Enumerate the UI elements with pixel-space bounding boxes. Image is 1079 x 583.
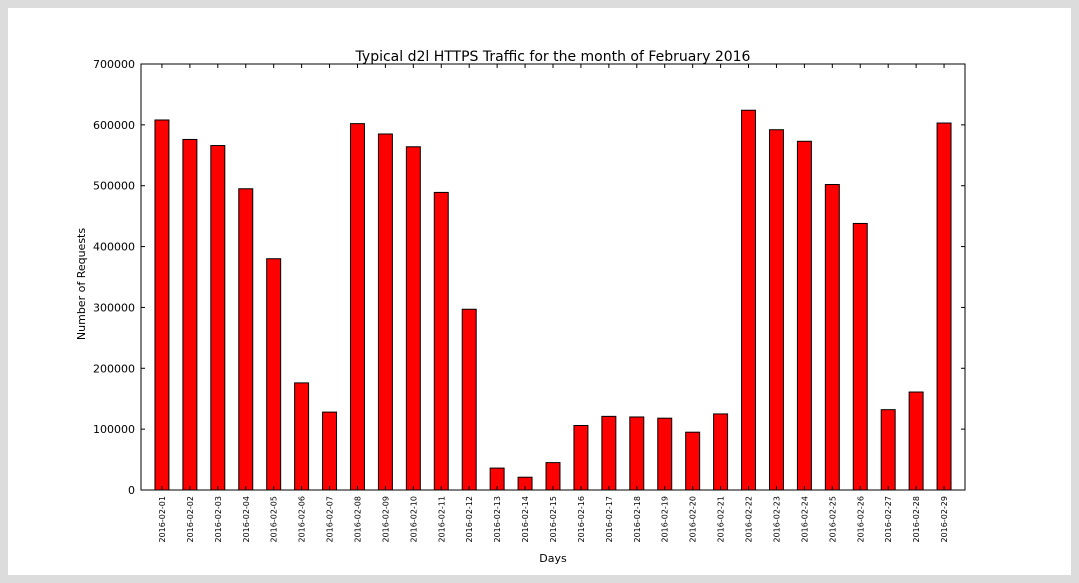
bar [685,431,701,491]
bar [294,382,310,491]
y-tick-label: 0 [128,484,135,497]
x-axis-ticks: 2016-02-01 2016-02-02 2016-02-03 2016-02-04… [158,64,949,543]
x-tick-label: 2016-02-25 [828,496,837,543]
bar [377,133,393,491]
x-tick-label: 2016-02-12 [465,496,474,543]
bar [768,129,784,491]
x-tick-label: 2016-02-09 [381,496,390,543]
x-tick-label: 2016-02-04 [242,496,251,543]
x-tick-label: 2016-02-06 [298,496,307,543]
bar [545,462,561,491]
x-tick-label: 2016-02-13 [493,496,502,543]
bar [713,413,729,491]
bar [210,145,226,491]
x-tick-label: 2016-02-17 [605,496,614,543]
x-tick-label: 2016-02-26 [856,496,865,543]
bar-chart: Typical d2l HTTPS Traffic for the month … [75,49,966,565]
x-tick-label: 2016-02-11 [437,496,446,543]
y-tick-label: 500000 [93,180,135,193]
bar [573,424,589,491]
bar [852,222,868,491]
bar [880,409,896,491]
x-tick-label: 2016-02-03 [214,496,223,543]
x-tick-label: 2016-02-16 [577,496,586,543]
bar [936,122,952,491]
x-tick-label: 2016-02-24 [800,496,809,543]
x-axis-label: Days [539,552,567,565]
bar [461,308,477,491]
y-tick-label: 400000 [93,241,135,254]
bar [349,123,365,491]
y-tick-label: 700000 [93,58,135,71]
x-tick-label: 2016-02-21 [717,496,726,543]
bar [266,258,282,491]
bar [238,188,254,491]
x-tick-label: 2016-02-20 [689,496,698,543]
x-tick-label: 2016-02-28 [912,496,921,543]
x-tick-label: 2016-02-08 [353,496,362,543]
x-tick-label: 2016-02-15 [549,496,558,543]
x-tick-label: 2016-02-27 [884,496,893,543]
x-tick-label: 2016-02-10 [409,496,418,543]
bar [405,146,421,491]
x-tick-label: 2016-02-29 [940,496,949,543]
bar [322,411,338,491]
bar [601,415,617,491]
x-tick-label: 2016-02-18 [633,496,642,543]
x-tick-label: 2016-02-05 [270,496,279,543]
bars-group [154,109,952,491]
y-tick-label: 600000 [93,119,135,132]
y-tick-label: 200000 [93,362,135,375]
y-tick-label: 100000 [93,423,135,436]
bar [433,191,449,491]
x-tick-label: 2016-02-02 [186,496,195,543]
x-tick-label: 2016-02-07 [326,496,335,543]
bar [741,109,757,491]
bar [824,184,840,491]
x-tick-label: 2016-02-14 [521,496,530,543]
bar [796,140,812,491]
chart-title: Typical d2l HTTPS Traffic for the month … [355,49,751,65]
bar [908,391,924,491]
bar [629,416,645,491]
x-tick-label: 2016-02-01 [158,496,167,543]
y-axis-label: Number of Requests [75,228,88,340]
figure-window: Typical d2l HTTPS Traffic for the month … [8,8,1071,575]
bar [182,138,198,491]
x-tick-label: 2016-02-22 [745,496,754,543]
x-tick-label: 2016-02-19 [661,496,670,543]
bar [657,417,673,491]
y-axis-ticks: 0 100000 200000 300000 400000 500000 600000 700… [93,58,965,497]
x-tick-label: 2016-02-23 [772,496,781,543]
bar [154,119,170,491]
y-tick-label: 300000 [93,301,135,314]
plot-frame [140,63,966,491]
